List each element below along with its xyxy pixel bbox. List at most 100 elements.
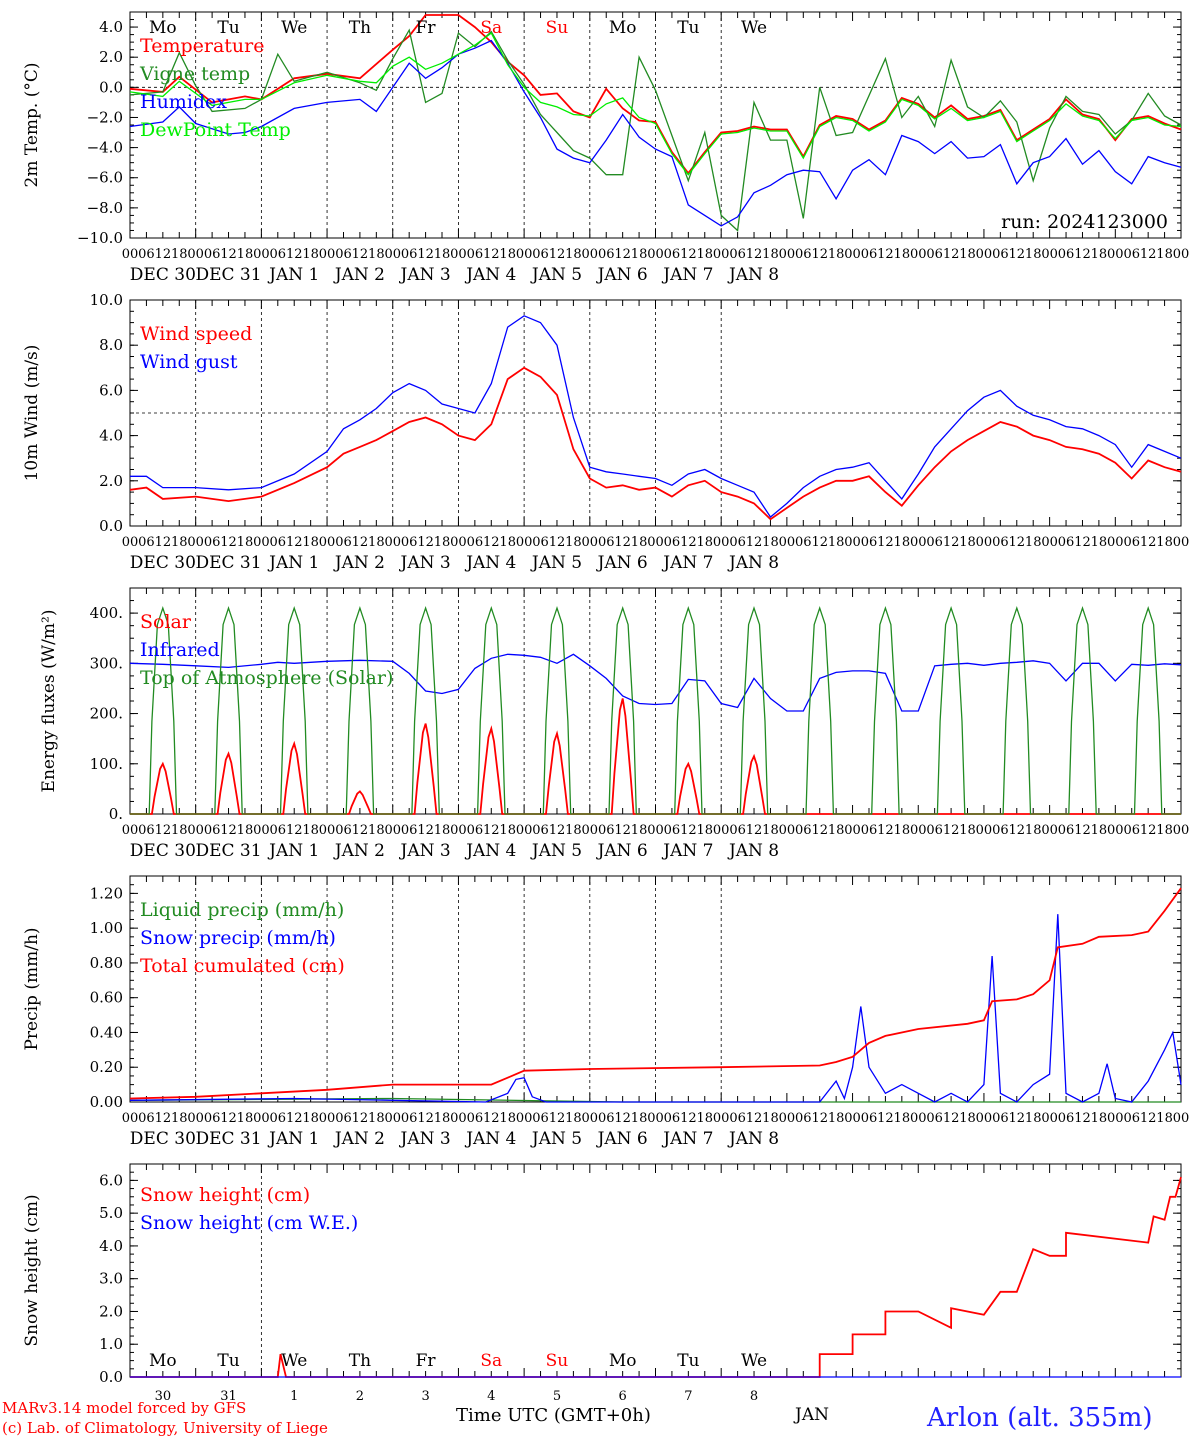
hour-tick-label: 12 <box>877 1111 894 1126</box>
date-label: JAN 2 <box>333 841 385 861</box>
hour-tick-label: 00 <box>713 1111 730 1126</box>
hour-tick-label: 18 <box>565 535 582 550</box>
hour-tick-label: 12 <box>417 535 434 550</box>
hour-tick-label: 12 <box>1074 247 1091 262</box>
day-of-week-label: Mo <box>149 18 177 38</box>
hour-tick-label: 12 <box>877 535 894 550</box>
date-label: DEC 30 <box>130 553 196 573</box>
hour-tick-label: 06 <box>1123 1111 1140 1126</box>
hour-tick-label: 18 <box>828 247 845 262</box>
hour-tick-label: 18 <box>237 823 254 838</box>
hour-tick-label: 00 <box>713 823 730 838</box>
y-tick-label: 10.0 <box>90 291 123 309</box>
legend-entry: Humidex <box>140 91 227 113</box>
hour-tick-label: 12 <box>943 1111 960 1126</box>
hour-tick-label: 18 <box>696 247 713 262</box>
hour-tick-label: 12 <box>352 247 369 262</box>
date-label: JAN 1 <box>267 841 319 861</box>
hour-tick-label: 12 <box>549 1111 566 1126</box>
hour-tick-label: 06 <box>992 535 1009 550</box>
hour-tick-label: 00 <box>713 535 730 550</box>
hour-tick-label: 12 <box>352 1111 369 1126</box>
hour-tick-label: 18 <box>368 247 385 262</box>
hour-tick-label: 06 <box>204 535 221 550</box>
hour-tick-label: 18 <box>171 1111 188 1126</box>
hour-tick-label: 00 <box>582 535 599 550</box>
hour-tick-label: 00 <box>844 823 861 838</box>
hour-tick-label: 12 <box>1140 1111 1157 1126</box>
hour-tick-label: 18 <box>894 247 911 262</box>
day-of-week-label: Fr <box>416 18 437 38</box>
hour-tick-label: 00 <box>450 247 467 262</box>
hour-tick-label: 00 <box>1173 535 1190 550</box>
hour-tick-label: 12 <box>614 1111 631 1126</box>
hour-tick-label: 18 <box>302 823 319 838</box>
hour-tick-label: 06 <box>926 1111 943 1126</box>
hour-tick-label: 12 <box>680 823 697 838</box>
hour-tick-label: 00 <box>910 535 927 550</box>
hour-tick-label: 12 <box>1140 247 1157 262</box>
run-label: run: 2024123000 <box>1001 211 1168 233</box>
hour-tick-label: 12 <box>352 823 369 838</box>
date-label: JAN 1 <box>267 553 319 573</box>
hour-tick-label: 12 <box>417 823 434 838</box>
day-number-label: 3 <box>421 1389 429 1404</box>
hour-tick-label: 12 <box>549 823 566 838</box>
hour-tick-label: 18 <box>1156 1111 1173 1126</box>
hour-tick-label: 00 <box>713 247 730 262</box>
day-number-label: 8 <box>750 1389 758 1404</box>
date-label: DEC 31 <box>195 553 261 573</box>
hour-tick-label: 00 <box>1041 1111 1058 1126</box>
hour-tick-label: 18 <box>762 1111 779 1126</box>
hour-tick-label: 18 <box>1025 1111 1042 1126</box>
hour-tick-label: 00 <box>384 823 401 838</box>
series-line-snow-precip-mm-h- <box>129 914 1182 1103</box>
y-tick-label: 0.0 <box>99 1368 123 1386</box>
y-tick-label: 5.0 <box>99 1204 123 1222</box>
hour-tick-label: 06 <box>270 1111 287 1126</box>
hour-tick-label: 00 <box>122 1111 139 1126</box>
hour-tick-label: 06 <box>401 535 418 550</box>
date-label: JAN 2 <box>333 553 385 573</box>
hour-tick-label: 06 <box>795 535 812 550</box>
hour-tick-label: 12 <box>1074 535 1091 550</box>
hour-tick-label: 12 <box>220 535 237 550</box>
date-label: JAN 5 <box>530 841 582 861</box>
y-tick-label: 4.0 <box>99 1237 123 1255</box>
series-line-humidex <box>129 39 1182 227</box>
day-of-week-label: Su <box>546 1351 569 1371</box>
hour-tick-label: 06 <box>729 1111 746 1126</box>
hour-tick-label: 06 <box>270 247 287 262</box>
series-line-wind-speed <box>129 366 1182 521</box>
hour-tick-label: 06 <box>138 823 155 838</box>
legend-entry: Top of Atmosphere (Solar) <box>140 667 393 689</box>
date-label: JAN 5 <box>530 553 582 573</box>
time-axis-title: Time UTC (GMT+0h) <box>456 1405 651 1426</box>
hour-tick-label: 18 <box>1091 247 1108 262</box>
date-label: JAN 3 <box>399 553 451 573</box>
hour-tick-label: 12 <box>483 535 500 550</box>
date-label: JAN 6 <box>596 841 648 861</box>
series-line-vigne-temp <box>129 28 1182 232</box>
date-label: JAN 1 <box>267 265 319 285</box>
legend-entry: Wind speed <box>140 323 252 345</box>
y-tick-label: −8.0 <box>87 199 123 217</box>
hour-tick-label: 18 <box>302 1111 319 1126</box>
hour-tick-label: 00 <box>779 535 796 550</box>
day-number-label: 30 <box>155 1389 172 1404</box>
day-of-week-label: We <box>741 18 767 38</box>
hour-tick-label: 12 <box>483 823 500 838</box>
hour-tick-label: 00 <box>122 823 139 838</box>
hour-tick-label: 00 <box>976 1111 993 1126</box>
hour-tick-label: 18 <box>171 823 188 838</box>
hour-tick-label: 06 <box>992 1111 1009 1126</box>
date-label: JAN 2 <box>333 1129 385 1149</box>
legend-entry: Total cumulated (cm) <box>140 955 345 977</box>
y-tick-label: 0. <box>109 805 123 823</box>
day-of-week-label: Mo <box>609 18 637 38</box>
hour-tick-label: 18 <box>1156 823 1173 838</box>
hour-tick-label: 06 <box>204 823 221 838</box>
hour-tick-label: 18 <box>237 247 254 262</box>
y-tick-label: −2.0 <box>87 108 123 126</box>
date-label: JAN 8 <box>727 265 779 285</box>
